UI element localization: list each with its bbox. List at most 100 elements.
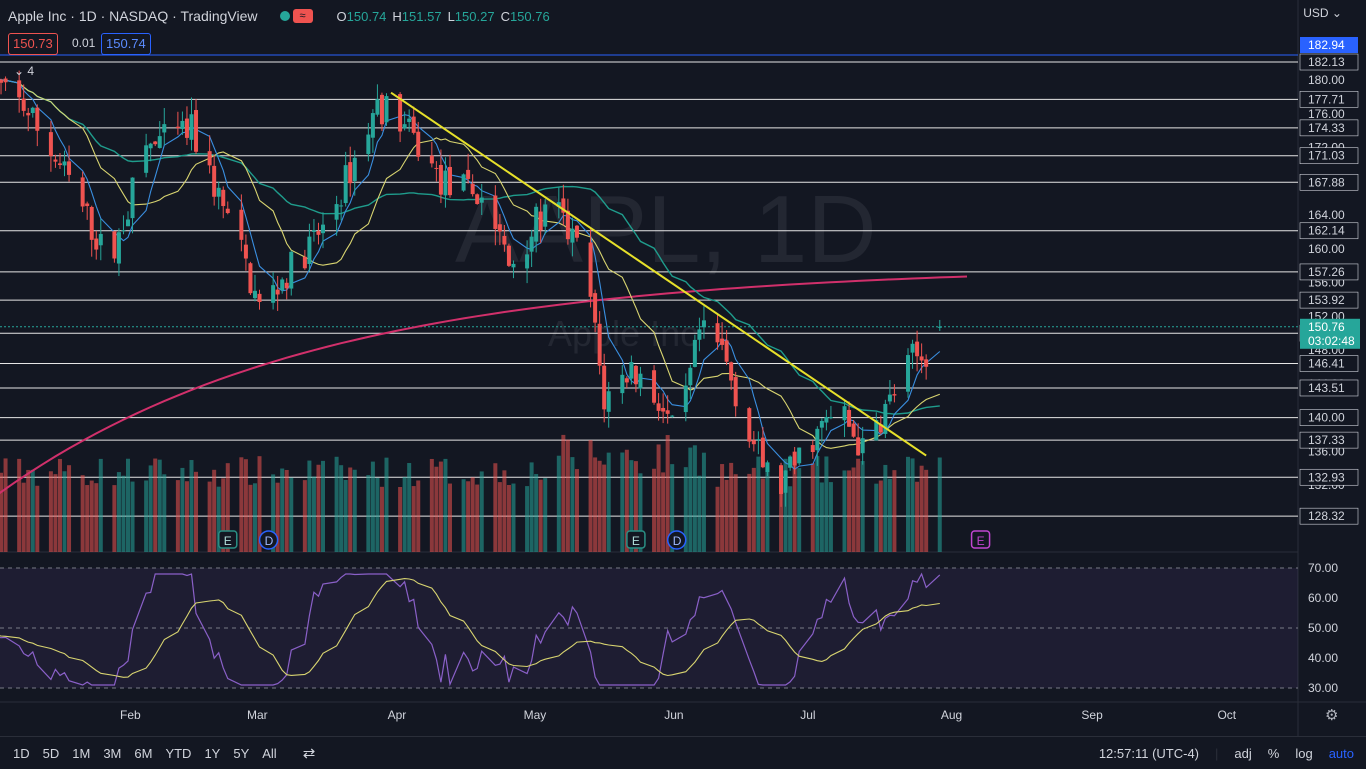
candle-body [851,423,856,437]
range-1y[interactable]: 1Y [204,745,221,761]
volume-bar [479,471,484,552]
currency-selector[interactable]: USD ⌄ [1303,6,1342,20]
sell-price-button[interactable]: 150.73 [8,33,58,55]
volume-bar [162,474,167,552]
candle-body [874,420,879,441]
collapse-indicators-button[interactable]: ⌄ 4 [14,64,35,78]
range-5d[interactable]: 5D [42,745,60,761]
level-price-label: 182.13 [1308,55,1345,69]
y-tick-label: 176.00 [1308,107,1345,121]
volume-bar [556,455,561,552]
symbol-title[interactable]: Apple Inc · 1D · NASDAQ · TradingView [8,8,258,24]
buy-price-button[interactable]: 150.74 [101,33,151,55]
candle-body [284,282,289,289]
volume-bar [0,472,4,552]
date-range-calendar-icon[interactable]: ⇄ [302,745,316,762]
candle-body [779,465,784,495]
event-letter: D [265,534,274,548]
volume-bar [348,467,353,552]
volume-bar [751,467,756,552]
candle-body [248,263,253,294]
volume-bar [194,471,199,552]
volume-bar [153,458,158,552]
candle-body [334,204,339,220]
auto-toggle[interactable]: auto [1328,745,1354,761]
candle-body [212,165,217,197]
volume-bar [89,480,94,552]
market-status-icon[interactable] [279,11,290,21]
x-tick-label: Oct [1217,708,1236,722]
level-price-tag [1299,355,1359,372]
volume-bar [126,458,130,552]
volume-bar [511,483,516,552]
candle-body [271,285,276,303]
level-price-tag [1299,507,1359,525]
candle-body [98,233,103,246]
x-tick-label: Sep [1081,708,1103,722]
level-price-tag [1299,468,1359,486]
chart-header: Apple Inc · 1D · NASDAQ · TradingView ≈ … [8,6,550,26]
volume-bar [906,456,911,552]
x-tick-label: Aug [941,708,962,722]
volume-bar [688,447,693,552]
candle-body [280,279,285,291]
volume-bar [57,458,62,552]
volume-bar [860,461,865,552]
candle-body [883,403,888,434]
candle-body [720,338,725,345]
candle-body [252,290,257,299]
volume-bar [670,464,675,552]
event-letter: E [632,534,640,548]
volume-bar [239,457,244,552]
candle-body [656,403,661,411]
earnings-event-icon [626,530,646,549]
candle-body [824,416,829,423]
candle-body [792,451,797,466]
candle-body [815,428,820,451]
volume-bar [878,480,883,552]
range-ytd[interactable]: YTD [165,745,192,761]
candle-body [153,141,158,145]
candle-body [906,355,911,392]
candle-body [67,161,72,175]
open-label: O [336,8,347,24]
percent-toggle[interactable]: % [1267,745,1280,761]
volume-bar [652,468,657,552]
candle-body [194,110,199,152]
adj-toggle[interactable]: adj [1234,745,1252,761]
range-all[interactable]: All [262,745,277,761]
candle-body [670,415,675,417]
range-6m[interactable]: 6M [134,745,153,761]
volume-bar [411,486,416,552]
level-price-label: 128.32 [1308,509,1345,523]
candle-body [570,228,575,243]
candle-body [239,209,244,240]
range-1d[interactable]: 1D [13,745,30,761]
volume-bar [271,474,276,552]
range-5y[interactable]: 5Y [233,745,250,761]
candle-body [94,238,99,250]
high-price-tag [1300,37,1358,53]
volume-bar [221,478,226,552]
candle-body [887,394,892,402]
candle-body [602,365,607,410]
level-price-tag [1299,431,1359,449]
volume-bar [366,475,371,552]
log-toggle[interactable]: log [1295,745,1313,761]
candle-body [126,219,130,227]
clock-time[interactable]: 12:57:11 (UTC-4) [1098,745,1200,761]
candle-body [538,211,543,231]
settings-gear-icon[interactable]: ⚙ [1325,707,1339,724]
volume-bar [416,480,421,552]
volume-bar [502,470,507,552]
volume-bar [275,482,280,552]
range-1m[interactable]: 1M [72,745,91,761]
candle-body [311,230,316,232]
volume-bar [665,435,670,552]
range-3m[interactable]: 3M [103,745,122,761]
indicator-wave-icon[interactable]: ≈ [292,9,313,23]
open-value: 150.74 [346,8,387,24]
candle-body [343,165,348,204]
volume-bar [98,458,103,552]
